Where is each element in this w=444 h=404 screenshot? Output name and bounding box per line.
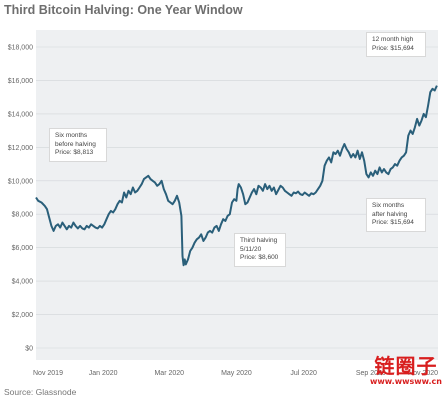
watermark: 链圈子 www.wwsww.cn bbox=[370, 355, 442, 401]
watermark-logo-text: 链圈子 bbox=[374, 354, 438, 378]
y-tick-label: $10,000 bbox=[8, 178, 33, 185]
y-tick-label: $0 bbox=[25, 346, 33, 353]
x-axis: Nov 2019 Jan 2020 Mar 2020 May 2020 Jul 2020… bbox=[33, 370, 438, 377]
y-tick-label: $4,000 bbox=[12, 279, 34, 286]
x-tick-label: Jan 2020 bbox=[89, 370, 118, 377]
annotation-line: Price: $15,694 bbox=[372, 219, 414, 226]
annotation-third-halving: Third halving 5/11/20 Price: $8,600 bbox=[234, 233, 286, 267]
annotation-line: Price: $8,600 bbox=[240, 254, 279, 261]
source-note: Source: Glassnode bbox=[4, 387, 77, 397]
x-tick-label: Jul 2020 bbox=[290, 370, 317, 377]
y-tick-label: $6,000 bbox=[12, 245, 34, 252]
y-tick-label: $8,000 bbox=[12, 212, 34, 219]
annotation-line: Six months bbox=[372, 202, 405, 209]
y-axis: $0 $2,000 $4,000 $6,000 $8,000 $10,000 $12,000… bbox=[8, 45, 33, 353]
x-tick-label: Nov 2019 bbox=[33, 370, 63, 377]
annotation-line: 12 month high bbox=[372, 36, 414, 43]
series-group bbox=[35, 85, 438, 267]
price-line bbox=[35, 85, 438, 267]
x-tick-label: Mar 2020 bbox=[154, 370, 184, 377]
annotation-six-months-after: Six months after halving Price: $15,694 bbox=[366, 198, 426, 232]
x-tick-label: Sep 2020 bbox=[356, 370, 386, 377]
x-tick-label: Nov 2020 bbox=[408, 370, 438, 377]
annotation-line: Six months bbox=[55, 132, 88, 139]
y-tick-label: $16,000 bbox=[8, 78, 33, 85]
y-tick-label: $2,000 bbox=[12, 312, 34, 319]
grid-lines bbox=[36, 46, 438, 349]
annotation-line: after halving bbox=[372, 210, 408, 218]
annotation-six-months-before: Six months before halving Price: $8,813 bbox=[49, 128, 107, 162]
annotation-line: Price: $15,694 bbox=[372, 44, 414, 52]
annotation-line: 5/11/20 bbox=[240, 245, 262, 253]
y-tick-label: $12,000 bbox=[8, 145, 33, 152]
chart-title: Third Bitcoin Halving: One Year Window bbox=[4, 3, 243, 17]
watermark-url: www.wwsww.cn bbox=[370, 377, 442, 386]
annotation-line: Third halving bbox=[240, 237, 278, 244]
y-tick-label: $14,000 bbox=[8, 111, 33, 118]
annotation-twelve-month-high: 12 month high Price: $15,694 bbox=[366, 32, 426, 57]
y-tick-label: $18,000 bbox=[8, 45, 33, 52]
annotation-line: Price: $8,813 bbox=[55, 149, 94, 156]
x-tick-label: May 2020 bbox=[221, 370, 252, 377]
annotation-line: before halving bbox=[55, 140, 96, 148]
